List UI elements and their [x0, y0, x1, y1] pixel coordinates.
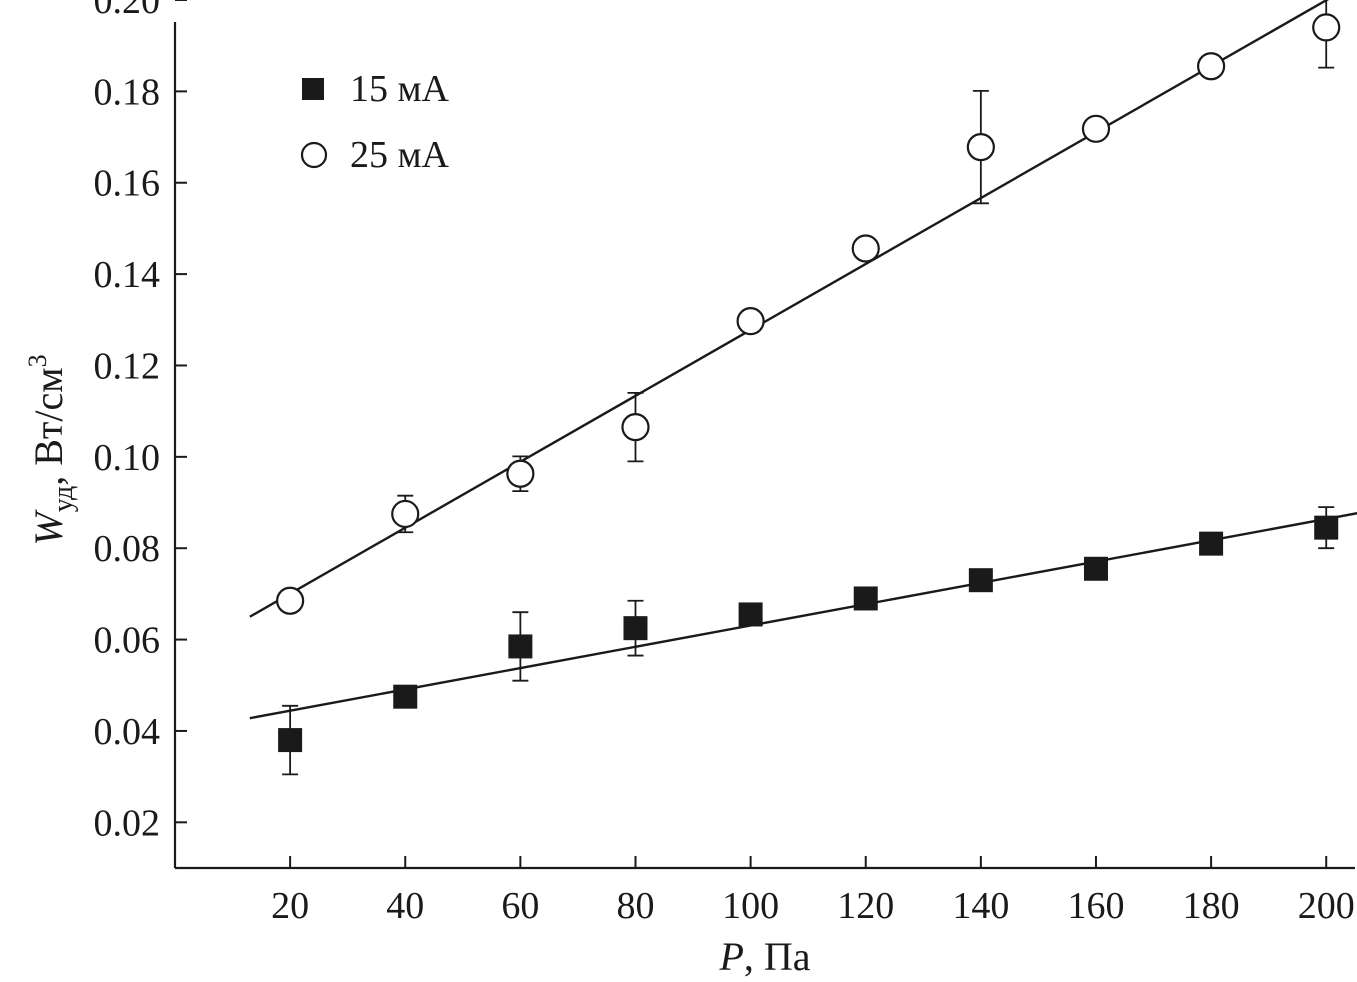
legend-marker-open-circle	[300, 141, 328, 169]
x-tick-label: 160	[1067, 885, 1124, 927]
data-point-square	[853, 586, 878, 611]
axes	[173, 0, 1355, 870]
y-axis-sub: уд	[48, 486, 79, 512]
y-tick-label: 0.14	[94, 254, 161, 296]
data-point-square	[508, 634, 533, 659]
legend-label-series-2: 25 мА	[350, 134, 450, 176]
data-point-circle	[276, 586, 305, 615]
data-points	[276, 13, 1341, 753]
x-axis-rest: , Па	[744, 934, 811, 979]
x-tick-label: 140	[952, 885, 1009, 927]
data-point-circle	[851, 234, 880, 263]
y-axis-rest: , Вт/см	[26, 367, 71, 485]
y-tick-label: 0.06	[94, 620, 161, 662]
data-point-square	[1314, 515, 1339, 540]
x-axis-var: P	[718, 934, 743, 979]
y-tick-label: 0.18	[94, 71, 161, 113]
x-tick-label: 60	[501, 885, 539, 927]
data-point-square	[393, 684, 418, 709]
y-tick-label: 0.02	[94, 802, 161, 844]
x-tick-label: 40	[386, 885, 424, 927]
data-point-square	[1083, 556, 1108, 581]
x-tick-label: 100	[722, 885, 779, 927]
data-point-square	[738, 602, 763, 627]
data-point-circle	[1312, 13, 1341, 42]
data-point-circle	[391, 499, 420, 529]
y-axis-var: W	[26, 509, 71, 546]
legend-label-series-1: 15 мА	[350, 68, 450, 110]
y-tick-label: 0.12	[94, 345, 161, 387]
data-point-circle	[966, 133, 995, 162]
data-point-square	[623, 616, 648, 641]
legend: 15 мА 25 мА	[300, 68, 450, 176]
data-point-circle	[621, 413, 650, 442]
error-bars	[282, 0, 1335, 776]
x-tick-label: 20	[271, 885, 309, 927]
data-point-square	[278, 728, 303, 753]
y-axis-sup: 3	[23, 354, 52, 367]
data-point-square	[1199, 531, 1224, 556]
y-tick-label: 0.08	[94, 528, 161, 570]
x-tick-label: 180	[1183, 885, 1240, 927]
y-axis-title: Wуд, Вт/см3	[23, 354, 79, 545]
data-point-circle	[736, 307, 765, 336]
y-tick-label: 0.04	[94, 711, 161, 753]
x-tick-label: 200	[1298, 885, 1355, 927]
fit-line-series-2	[249, 0, 1330, 618]
y-tick-label: 0.20	[94, 0, 161, 22]
fit-lines	[249, 0, 1357, 720]
data-point-square	[968, 568, 993, 593]
tick-labels: 20 40 60 80 100 120 140 160 180 200 0.02 0.04 0.06 0.…	[94, 0, 1355, 927]
legend-marker-filled-square	[302, 78, 324, 100]
data-point-circle	[506, 459, 535, 488]
x-axis-title: P, Па	[718, 934, 810, 979]
y-tick-label: 0.10	[94, 437, 161, 479]
data-point-circle	[1081, 114, 1111, 143]
data-point-circle	[1196, 52, 1226, 81]
x-tick-label: 80	[616, 885, 654, 927]
x-tick-label: 120	[837, 885, 894, 927]
y-tick-label: 0.16	[94, 163, 161, 205]
fit-line-series-1	[249, 512, 1357, 720]
